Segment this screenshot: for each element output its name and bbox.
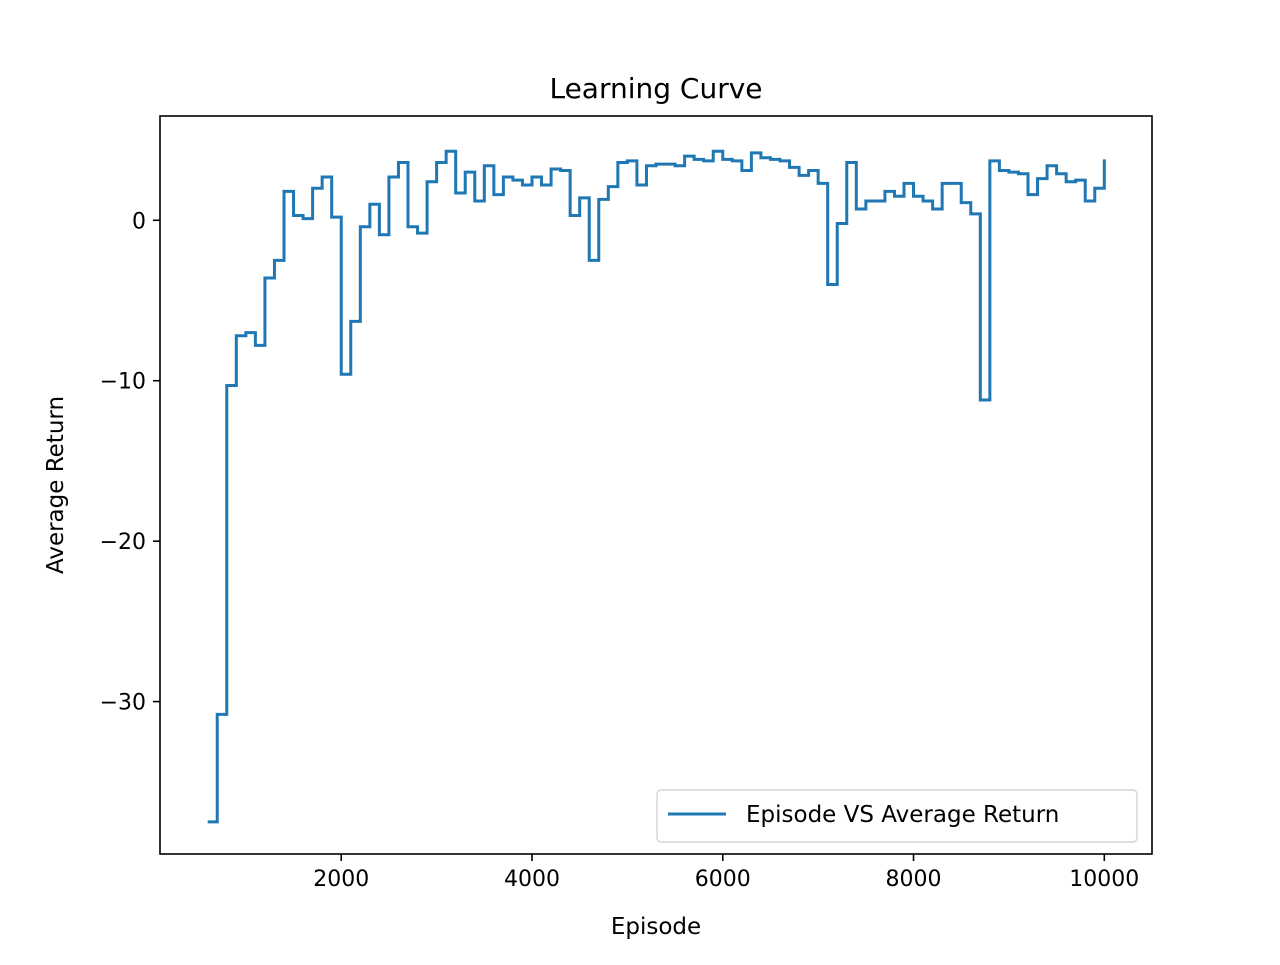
x-tick-label: 6000 (695, 867, 751, 892)
x-tick-label: 8000 (886, 867, 942, 892)
y-axis-ticks: 0 −10 −20 −30 (100, 209, 160, 716)
y-tick-label: −20 (100, 530, 146, 555)
plot-area (207, 149, 1106, 824)
x-axis-label: Episode (611, 914, 701, 940)
axes-frame (159, 115, 1153, 855)
chart-title: Learning Curve (549, 72, 762, 105)
legend-box (656, 789, 1138, 843)
x-tick-label: 2000 (313, 867, 369, 892)
y-axis-label: Average Return (43, 396, 69, 574)
legend: Episode VS Average Return (656, 789, 1138, 843)
legend-label: Episode VS Average Return (746, 802, 1059, 828)
x-tick-label: 4000 (504, 867, 560, 892)
x-axis-ticks: 2000 4000 6000 8000 10000 (313, 854, 1139, 892)
series-line-0 (207, 149, 1106, 824)
y-tick-label: −10 (100, 370, 146, 395)
y-tick-label: 0 (132, 209, 146, 234)
y-tick-label: −30 (100, 691, 146, 716)
x-tick-label: 10000 (1069, 867, 1139, 892)
